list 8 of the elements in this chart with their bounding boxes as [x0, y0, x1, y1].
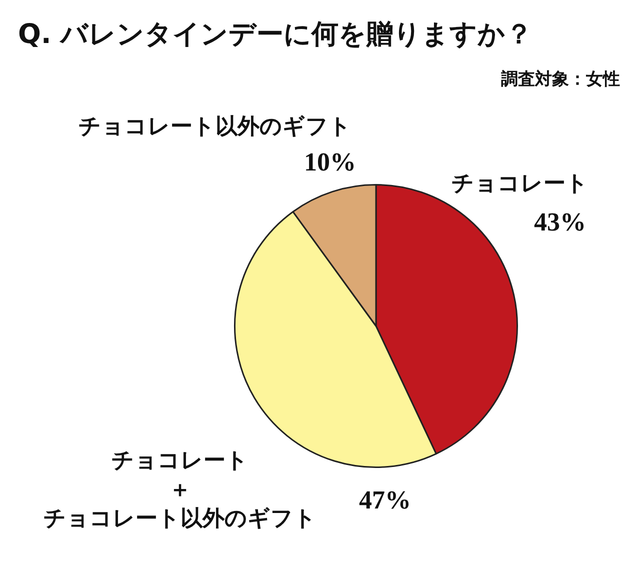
data-label: 10%	[304, 148, 356, 177]
slice-label: チョコレート以外のギフト	[78, 114, 352, 140]
slice-label: チョコレート＋チョコレート以外のギフト	[44, 448, 316, 532]
chart-subtitle: 調査対象：女性	[501, 69, 620, 90]
chart-title: Q. バレンタインデーに何を贈りますか？	[18, 19, 533, 50]
slice-label: チョコレート	[452, 172, 588, 197]
data-label: 47%	[359, 486, 411, 515]
data-label: 43%	[534, 208, 586, 237]
